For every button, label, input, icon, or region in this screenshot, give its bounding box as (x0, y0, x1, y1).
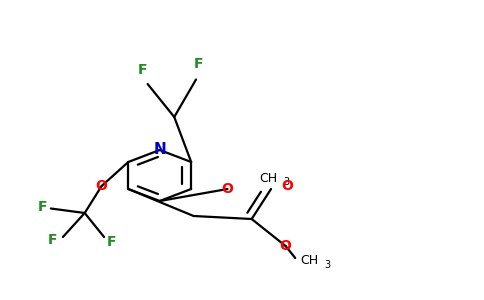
Text: N: N (153, 142, 166, 158)
Text: 3: 3 (283, 177, 289, 187)
Text: 3: 3 (324, 260, 331, 270)
Text: CH: CH (300, 254, 318, 268)
Text: F: F (138, 62, 148, 76)
Text: CH: CH (259, 172, 277, 185)
Text: O: O (222, 182, 233, 196)
Text: F: F (106, 235, 116, 248)
Text: F: F (194, 57, 203, 71)
Text: F: F (37, 200, 47, 214)
Text: F: F (47, 233, 57, 247)
Text: O: O (280, 239, 291, 253)
Text: O: O (282, 179, 294, 193)
Text: O: O (96, 179, 107, 193)
